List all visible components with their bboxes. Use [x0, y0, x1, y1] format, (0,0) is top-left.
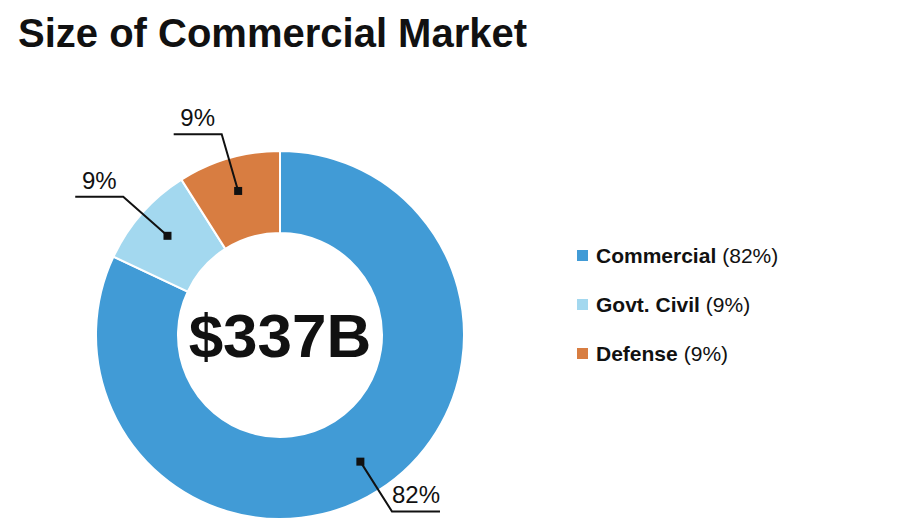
center-label: $337B [189, 301, 372, 370]
leader-line [174, 134, 238, 191]
data-label: 9% [82, 167, 117, 194]
leader-line [75, 197, 167, 236]
legend: Commercial (82%) Govt. Civil (9%) Defense (9%… [577, 244, 778, 365]
legend-swatch [577, 299, 588, 310]
legend-value: (9%) [684, 342, 728, 365]
legend-value: (82%) [722, 244, 778, 267]
leader-dot [234, 187, 242, 195]
legend-label: Govt. Civil [596, 293, 700, 316]
legend-entry: Defense (9%) [596, 342, 728, 365]
legend-entry: Commercial (82%) [596, 244, 778, 267]
legend-entry: Govt. Civil (9%) [596, 293, 750, 316]
legend-label: Defense [596, 342, 678, 365]
data-labels: 82% 9% 9% [75, 104, 440, 511]
slices [96, 151, 464, 519]
title: Size of Commercial Market [18, 11, 527, 55]
legend-value: (9%) [706, 293, 750, 316]
legend-label: Commercial [596, 244, 716, 267]
leader-dot [163, 232, 171, 240]
leader-line [360, 462, 440, 512]
legend-swatch [577, 348, 588, 359]
data-label: 9% [180, 104, 215, 131]
slice [96, 151, 464, 519]
leader-dot [356, 458, 364, 466]
legend-swatch [577, 250, 588, 261]
data-label: 82% [392, 481, 440, 508]
chart: Size of Commercial Market 82% 9% 9% $337B Com… [0, 0, 900, 529]
